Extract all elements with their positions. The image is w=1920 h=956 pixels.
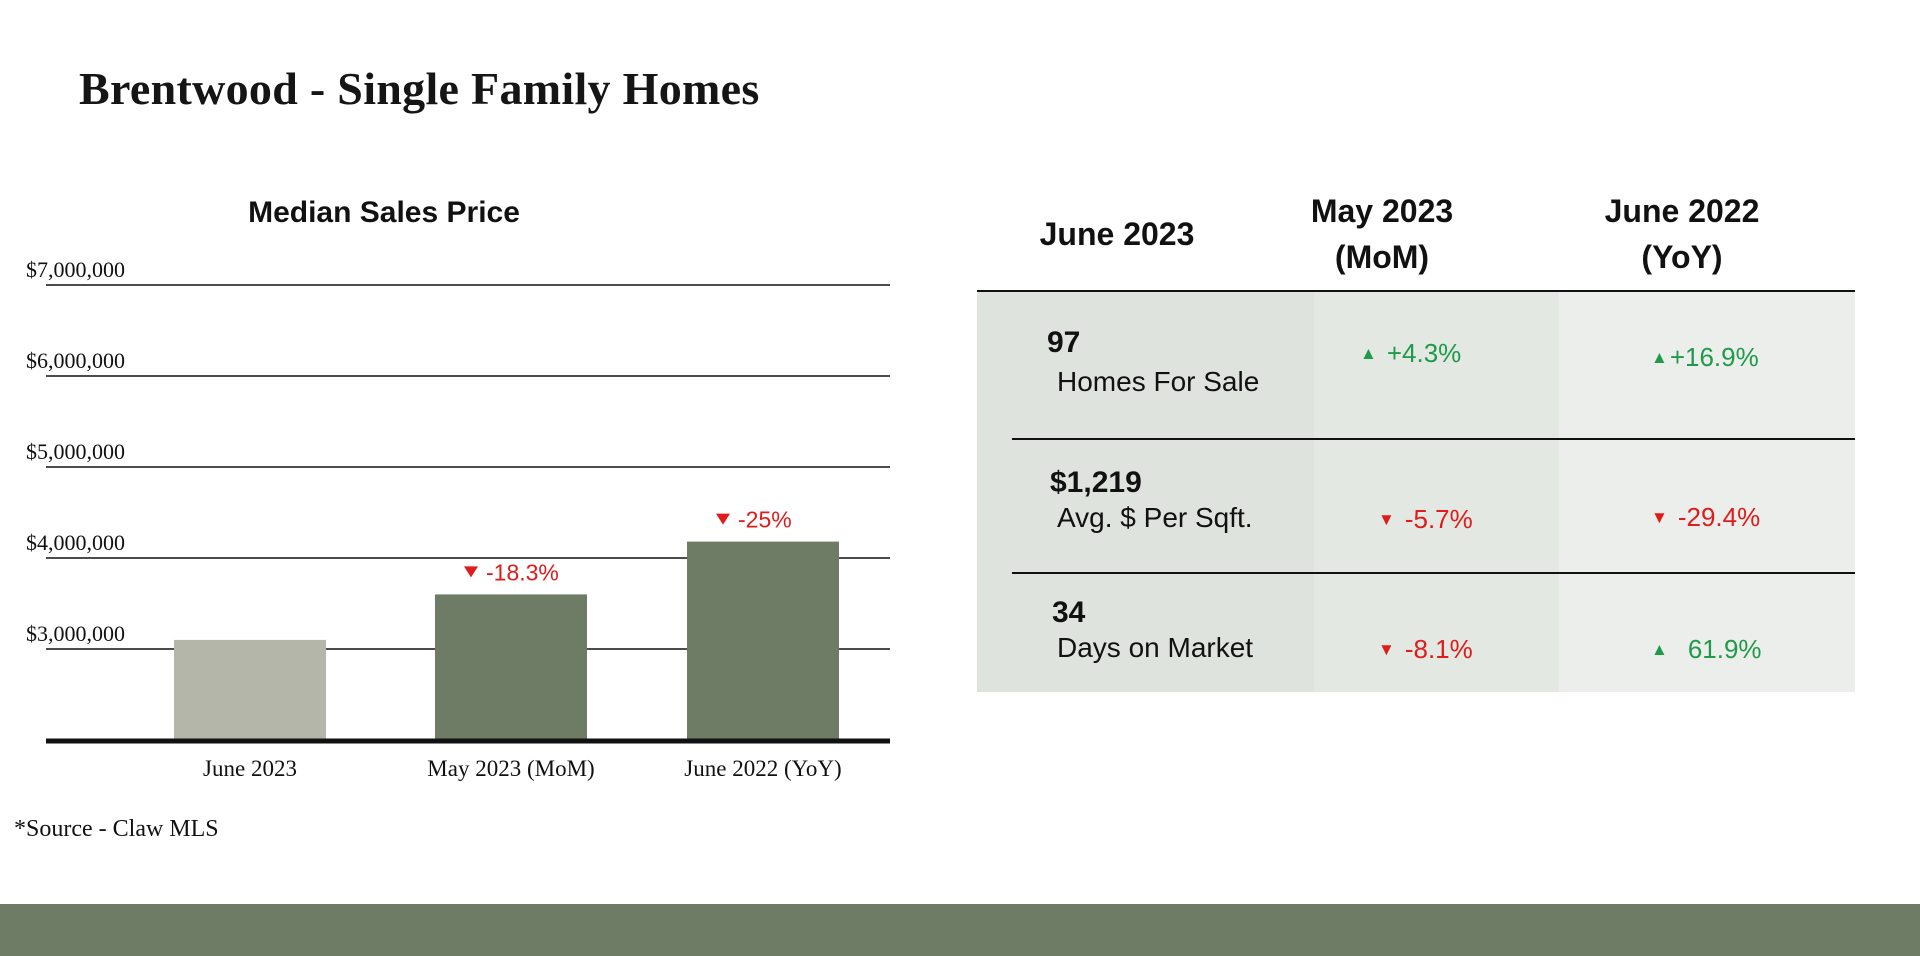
header-mom: May 2023 (MoM) — [1310, 192, 1454, 275]
price-per-sqft-yoy-value: -29.4% — [1677, 502, 1761, 532]
homes-for-sale-label: Homes For Sale — [1057, 366, 1260, 397]
column-shade-yoy — [1559, 292, 1855, 692]
bar — [174, 639, 326, 740]
x-tick-label: June 2022 (YoY) — [684, 756, 841, 781]
table-row: 97 Homes For Sale ▲ +4.3% ▲ +16.9% — [977, 292, 1855, 440]
triangle-up-icon: ▲ — [1360, 344, 1377, 363]
y-tick-label: $6,000,000 — [26, 348, 125, 373]
homes-for-sale-value: 97 — [1047, 326, 1081, 359]
table-header: June 2023 May 2023 (MoM) June 2022 (YoY) — [977, 180, 1855, 292]
row-divider — [1012, 572, 1855, 574]
homes-for-sale-mom: ▲ +4.3% — [1360, 338, 1461, 369]
price-per-sqft-mom: ▼ -5.7% — [1378, 504, 1473, 535]
triangle-up-icon: ▲ — [1651, 348, 1668, 367]
homes-for-sale-yoy: ▲ +16.9% — [1651, 342, 1759, 373]
x-tick-label: June 2023 — [203, 756, 297, 781]
header-yoy: June 2022 (YoY) — [1604, 192, 1760, 275]
days-on-market-mom: ▼ -8.1% — [1378, 634, 1473, 665]
days-on-market-mom-value: -8.1% — [1404, 634, 1473, 664]
price-per-sqft-yoy: ▼ -29.4% — [1651, 502, 1760, 533]
price-per-sqft-value: $1,219 — [1050, 466, 1142, 499]
homes-for-sale-mom-value: +4.3% — [1386, 338, 1462, 368]
median-sales-price-chart: Median Sales Price $3,000,000 $4,000,000 $5… — [26, 196, 890, 781]
triangle-down-icon — [716, 513, 730, 525]
row-divider — [1012, 438, 1855, 440]
market-stats-table: June 2023 May 2023 (MoM) June 2022 (YoY)… — [977, 180, 1855, 692]
days-on-market-yoy-value: 61.9% — [1687, 634, 1762, 664]
chart-title: Median Sales Price — [248, 196, 520, 229]
column-shade-current — [977, 292, 1314, 692]
price-per-sqft-label: Avg. $ Per Sqft. — [1057, 502, 1253, 533]
y-tick-label: $7,000,000 — [26, 257, 125, 282]
y-tick-label: $3,000,000 — [26, 621, 125, 646]
y-tick-label: $4,000,000 — [26, 530, 125, 555]
triangle-down-icon — [464, 566, 478, 578]
header-current-month: June 2023 — [1039, 215, 1195, 252]
days-on-market-label: Days on Market — [1057, 632, 1254, 663]
days-on-market-value: 34 — [1052, 596, 1086, 629]
page-title: Brentwood - Single Family Homes — [79, 63, 760, 114]
bar — [435, 594, 587, 740]
y-tick-label: $5,000,000 — [26, 439, 125, 464]
triangle-down-icon: ▼ — [1378, 510, 1395, 529]
footer-bar — [0, 904, 1920, 956]
homes-for-sale-yoy-value: +16.9% — [1669, 342, 1759, 372]
column-shade-mom — [1314, 292, 1559, 692]
source-note: *Source - Claw MLS — [14, 816, 219, 842]
bar-annotation: -18.3% — [486, 559, 559, 585]
days-on-market-yoy: ▲ 61.9% — [1651, 634, 1762, 665]
table-row: $1,219 Avg. $ Per Sqft. ▼ -5.7% ▼ -29.4% — [977, 440, 1855, 574]
triangle-up-icon: ▲ — [1651, 640, 1668, 659]
bar-annotation: -25% — [738, 507, 792, 533]
triangle-down-icon: ▼ — [1651, 508, 1668, 527]
x-tick-label: May 2023 (MoM) — [427, 756, 594, 781]
triangle-down-icon: ▼ — [1378, 640, 1395, 659]
bar — [687, 541, 839, 740]
price-per-sqft-mom-value: -5.7% — [1404, 504, 1473, 534]
table-body: 97 Homes For Sale ▲ +4.3% ▲ +16.9% $1,219 … — [977, 292, 1855, 692]
table-row: 34 Days on Market ▼ -8.1% ▲ 61.9% — [977, 574, 1855, 692]
